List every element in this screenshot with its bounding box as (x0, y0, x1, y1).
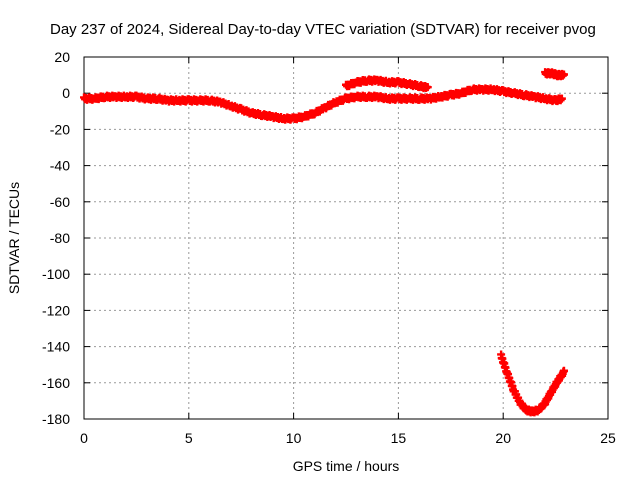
y-tick-label: 0 (62, 85, 70, 101)
y-tick-label: -180 (42, 411, 70, 427)
axis-ticks: 20 0 -20 -40 -60 -80 -100 -120 -140 -160 -180 0 5 10 1… (42, 49, 616, 446)
y-axis-label: SDTVAR / TECUs (6, 182, 22, 294)
y-tick-label: -20 (50, 121, 70, 137)
x-axis-label: GPS time / hours (293, 458, 400, 474)
y-tick-label: -120 (42, 302, 70, 318)
x-tick-label: 5 (185, 430, 193, 446)
grid-lines (84, 57, 608, 419)
data-point (557, 94, 566, 103)
data-point (559, 366, 568, 375)
y-tick-label: -100 (42, 266, 70, 282)
series-trace-main (80, 84, 566, 124)
series-trace-bottom-dip (497, 350, 568, 417)
y-tick-label: -40 (50, 158, 70, 174)
y-tick-label: -60 (50, 194, 70, 210)
x-tick-label: 0 (80, 430, 88, 446)
data-point (423, 83, 432, 92)
x-tick-label: 25 (600, 430, 616, 446)
y-tick-label: 20 (54, 49, 70, 65)
chart-title: Day 237 of 2024, Sidereal Day-to-day VTE… (50, 21, 596, 38)
data-point (559, 70, 568, 79)
y-tick-label: -140 (42, 339, 70, 355)
series-trace-upper-arc (342, 75, 432, 93)
y-tick-label: -80 (50, 230, 70, 246)
series-trace-top-right (541, 68, 568, 81)
data-points (80, 68, 568, 417)
y-tick-label: -160 (42, 375, 70, 391)
x-tick-label: 10 (286, 430, 302, 446)
x-tick-label: 20 (495, 430, 511, 446)
x-tick-label: 15 (391, 430, 407, 446)
